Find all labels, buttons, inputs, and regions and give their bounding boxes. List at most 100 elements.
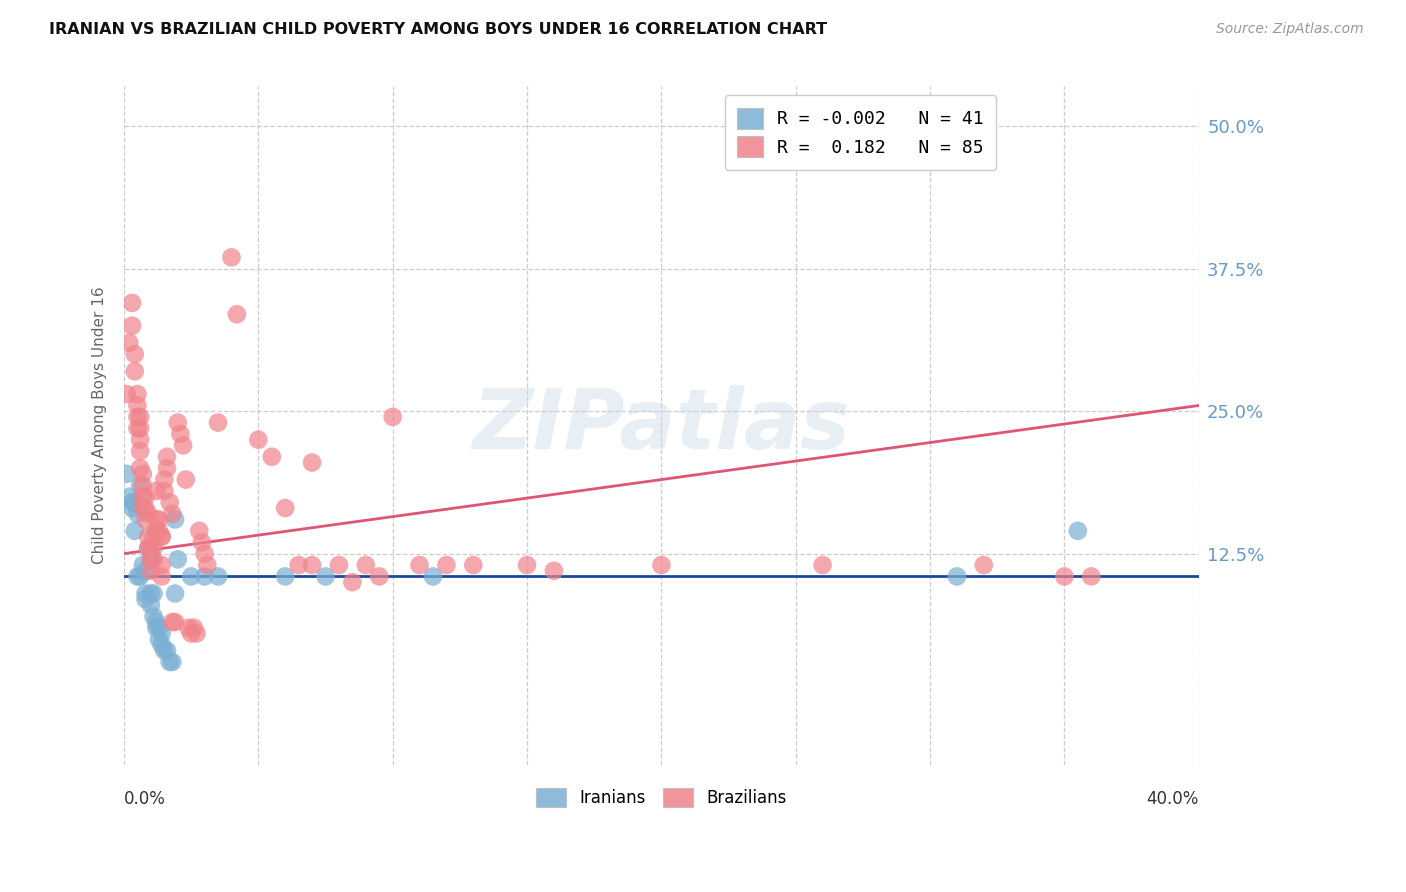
Point xyxy=(150,530,173,544)
Point xyxy=(139,541,162,555)
Point xyxy=(260,450,283,464)
Point xyxy=(132,558,155,572)
Y-axis label: Child Poverty Among Boys Under 16: Child Poverty Among Boys Under 16 xyxy=(93,286,107,565)
Point xyxy=(1067,524,1090,538)
Point xyxy=(153,473,176,487)
Point xyxy=(124,524,146,538)
Point xyxy=(134,592,156,607)
Point xyxy=(148,632,170,647)
Point xyxy=(328,558,350,572)
Point xyxy=(142,530,165,544)
Point xyxy=(177,621,200,635)
Point xyxy=(115,467,138,481)
Point xyxy=(115,387,138,401)
Point xyxy=(127,387,149,401)
Point xyxy=(145,615,167,629)
Point xyxy=(315,569,337,583)
Point xyxy=(166,416,188,430)
Text: 40.0%: 40.0% xyxy=(1146,789,1199,807)
Point xyxy=(301,455,323,469)
Point xyxy=(811,558,834,572)
Point xyxy=(172,438,194,452)
Point xyxy=(118,335,141,350)
Text: ZIPatlas: ZIPatlas xyxy=(472,385,851,466)
Point xyxy=(127,399,149,413)
Point xyxy=(142,586,165,600)
Point xyxy=(153,483,176,498)
Point xyxy=(194,547,217,561)
Point xyxy=(134,490,156,504)
Point xyxy=(134,586,156,600)
Point xyxy=(129,444,152,458)
Point xyxy=(139,586,162,600)
Point xyxy=(134,564,156,578)
Point xyxy=(121,296,143,310)
Point xyxy=(188,524,211,538)
Point xyxy=(145,621,167,635)
Point xyxy=(145,512,167,526)
Text: Source: ZipAtlas.com: Source: ZipAtlas.com xyxy=(1216,22,1364,37)
Point xyxy=(139,552,162,566)
Point xyxy=(221,250,243,264)
Point xyxy=(139,598,162,612)
Point xyxy=(156,461,179,475)
Point xyxy=(174,473,197,487)
Point xyxy=(247,433,270,447)
Point xyxy=(207,416,229,430)
Point xyxy=(166,552,188,566)
Point xyxy=(159,495,181,509)
Point xyxy=(136,507,159,521)
Point xyxy=(132,490,155,504)
Point xyxy=(650,558,672,572)
Point xyxy=(139,564,162,578)
Point xyxy=(129,569,152,583)
Text: IRANIAN VS BRAZILIAN CHILD POVERTY AMONG BOYS UNDER 16 CORRELATION CHART: IRANIAN VS BRAZILIAN CHILD POVERTY AMONG… xyxy=(49,22,827,37)
Point xyxy=(145,483,167,498)
Point xyxy=(127,507,149,521)
Point xyxy=(150,626,173,640)
Point xyxy=(118,490,141,504)
Point xyxy=(124,364,146,378)
Point xyxy=(139,552,162,566)
Point xyxy=(150,558,173,572)
Point xyxy=(145,524,167,538)
Point xyxy=(191,535,214,549)
Point xyxy=(195,558,218,572)
Point xyxy=(121,318,143,333)
Point xyxy=(159,655,181,669)
Point xyxy=(180,569,202,583)
Point xyxy=(156,643,179,657)
Point xyxy=(436,558,458,572)
Point xyxy=(165,512,187,526)
Point xyxy=(543,564,565,578)
Point xyxy=(132,467,155,481)
Point xyxy=(129,409,152,424)
Point xyxy=(354,558,377,572)
Point xyxy=(165,615,187,629)
Point xyxy=(169,427,191,442)
Point xyxy=(150,569,173,583)
Point xyxy=(162,507,184,521)
Point xyxy=(127,569,149,583)
Point xyxy=(186,626,208,640)
Point xyxy=(274,569,297,583)
Point xyxy=(342,575,364,590)
Point xyxy=(127,421,149,435)
Point xyxy=(142,609,165,624)
Legend: Iranians, Brazilians: Iranians, Brazilians xyxy=(530,781,793,814)
Point xyxy=(165,586,187,600)
Point xyxy=(136,530,159,544)
Point xyxy=(124,495,146,509)
Point xyxy=(129,478,152,492)
Point xyxy=(132,478,155,492)
Text: 0.0%: 0.0% xyxy=(124,789,166,807)
Point xyxy=(124,347,146,361)
Point xyxy=(129,461,152,475)
Point xyxy=(408,558,430,572)
Point xyxy=(287,558,309,572)
Point xyxy=(274,501,297,516)
Point xyxy=(134,512,156,526)
Point xyxy=(129,421,152,435)
Point xyxy=(150,530,173,544)
Point xyxy=(973,558,995,572)
